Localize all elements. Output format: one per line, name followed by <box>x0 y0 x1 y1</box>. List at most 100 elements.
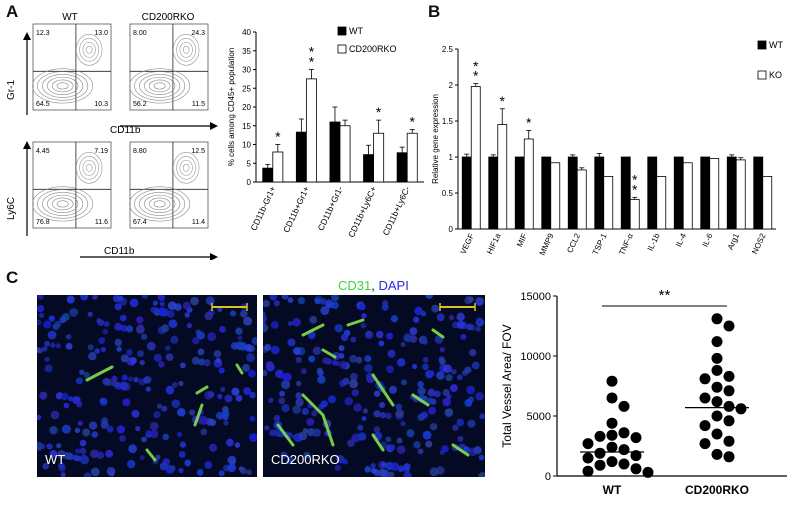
data-point <box>711 364 723 376</box>
quadrant-value: 8.00 <box>133 30 147 37</box>
bar <box>709 158 720 230</box>
category-label: VEGF <box>459 232 476 256</box>
data-point <box>606 441 618 453</box>
category-label: TSP-1 <box>591 232 609 257</box>
bar <box>647 156 658 230</box>
data-point <box>630 450 642 462</box>
y-tick-label: 10 <box>242 141 251 150</box>
category-label: CD11b+Gr1- <box>316 184 345 232</box>
bar <box>576 169 587 230</box>
legend-label: WT <box>769 40 783 50</box>
y-tick-label: 10000 <box>520 351 551 363</box>
legend-label: CD200RKO <box>349 44 397 54</box>
y-tick-label: 1.5 <box>442 117 454 126</box>
flow-cytometry-grid: WT CD200RKO Gr-1 CD11b Ly6C CD11b 12.3 13… <box>6 12 218 260</box>
bar <box>396 152 408 183</box>
data-point <box>723 320 735 332</box>
data-point <box>723 451 735 463</box>
y-tick-label: 25 <box>242 84 251 93</box>
bar <box>762 176 773 230</box>
y-axis-label: Relative gene expression <box>431 94 440 184</box>
quadrant-value: 64.5 <box>36 101 50 108</box>
data-point <box>699 392 711 404</box>
category-label: IL-6 <box>701 232 715 249</box>
data-point <box>711 336 723 348</box>
significance-star: ** <box>659 287 671 304</box>
data-point <box>711 410 723 422</box>
micrograph-wt: WT <box>37 295 257 477</box>
data-point <box>711 313 723 325</box>
category-label: CD11b-Gr1+ <box>248 185 277 233</box>
significance-star: * <box>632 181 638 197</box>
micrograph-ko-label: CD200RKO <box>271 452 340 467</box>
bar <box>363 154 375 183</box>
quadrant-value: 7.19 <box>94 148 108 155</box>
data-point <box>630 432 642 444</box>
quadrant-value: 11.6 <box>95 219 108 226</box>
bar <box>262 167 274 183</box>
y-tick-label: 35 <box>242 47 251 56</box>
quadrant-value: 76.8 <box>36 219 50 226</box>
y-tick-label: 15000 <box>520 291 551 303</box>
quadrant-value: 12.3 <box>36 30 50 37</box>
data-point <box>594 430 606 442</box>
data-point <box>582 438 594 450</box>
data-point <box>606 375 618 387</box>
flow-col-ko: CD200RKO <box>142 12 195 23</box>
stain-sep: , <box>371 278 379 293</box>
bar <box>656 176 667 230</box>
data-point <box>723 385 735 397</box>
quadrant-value: 11.4 <box>192 219 205 226</box>
flow-row2-xlabel: CD11b <box>104 246 135 257</box>
bar <box>673 156 684 230</box>
quadrant-value: 12.5 <box>191 148 205 155</box>
category-label: CD11b+Ly6C- <box>380 184 412 237</box>
category-label: MMP9 <box>538 232 556 257</box>
data-point <box>594 447 606 459</box>
bar <box>272 151 284 183</box>
bar <box>735 159 746 230</box>
data-point <box>606 429 618 441</box>
y-tick-label: 0 <box>247 178 252 187</box>
bar <box>620 156 631 230</box>
bar <box>523 138 534 230</box>
category-label: NOS2 <box>750 232 768 256</box>
y-tick-label: 30 <box>242 66 251 75</box>
bar <box>339 125 351 183</box>
data-point <box>711 448 723 460</box>
data-point <box>723 415 735 427</box>
data-point <box>606 417 618 429</box>
bar <box>488 156 499 230</box>
panel-a-bar-chart: 0 5 10 15 20 25 30 35 40 % cells among CD45+ popu… <box>228 26 424 239</box>
y-tick-label: 1 <box>449 153 454 162</box>
significance-star: * <box>473 58 479 74</box>
panel-b-bar-chart: 0 0.5 1 1.5 2 2.5 Relative gene expression VEGF… <box>431 40 783 257</box>
y-tick-label: 0 <box>449 225 454 234</box>
significance-star: * <box>309 54 315 70</box>
bar <box>514 156 525 230</box>
data-point <box>699 438 711 450</box>
y-tick-label: 0 <box>545 471 551 483</box>
y-tick-label: 15 <box>242 122 251 131</box>
data-point <box>699 373 711 385</box>
significance-star: * <box>309 44 315 60</box>
data-point <box>582 465 594 477</box>
panel-label-b: B <box>428 2 441 21</box>
data-point <box>735 403 747 415</box>
category-label: Arg1 <box>726 232 742 252</box>
data-point <box>642 466 654 478</box>
category-label: TNF-α <box>617 232 635 257</box>
data-point <box>618 458 630 470</box>
data-point <box>606 456 618 468</box>
y-axis-label: % cells among CD45+ population <box>228 48 236 167</box>
stain-dapi: DAPI <box>378 278 409 293</box>
flow-plot: 4.45 7.19 76.8 11.6 <box>32 141 112 229</box>
flow-plot: 8.80 12.5 67.4 11.4 <box>129 141 209 229</box>
quadrant-value: 24.3 <box>191 30 205 37</box>
flow-plot: 8.00 24.3 56.2 11.5 <box>129 23 209 111</box>
category-label: IL-1b <box>646 232 662 253</box>
bar <box>541 156 552 230</box>
bar <box>329 121 341 183</box>
micrograph-ko: CD200RKO <box>263 295 485 477</box>
y-tick-label: 5 <box>247 159 252 168</box>
